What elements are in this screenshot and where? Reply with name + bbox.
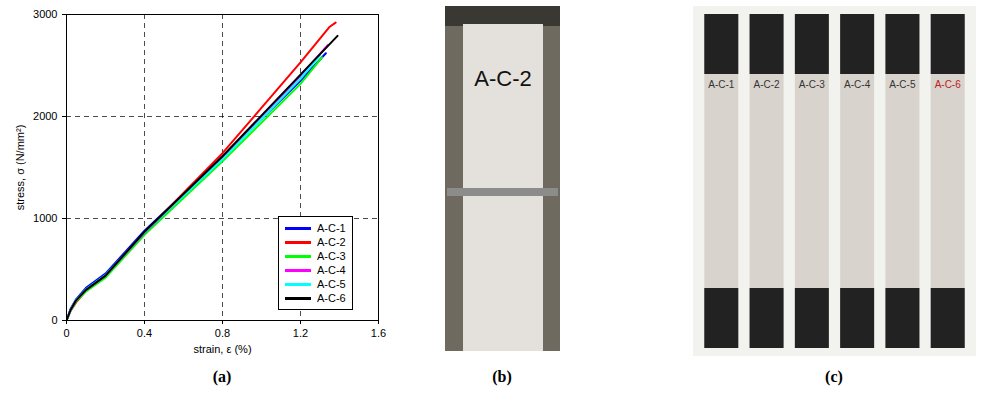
html-text:(c): (c) bbox=[825, 368, 843, 385]
svg-text:0.8: 0.8 bbox=[215, 327, 230, 339]
svg-text:0: 0 bbox=[51, 314, 57, 326]
svg-text:0.4: 0.4 bbox=[137, 327, 152, 339]
svg-text:A-C-2: A-C-2 bbox=[474, 66, 531, 91]
svg-text:A-C-5: A-C-5 bbox=[889, 79, 916, 90]
html-text:(a): (a) bbox=[212, 368, 232, 385]
html-text:A-C-5: A-C-5 bbox=[317, 278, 346, 290]
svg-text:0: 0 bbox=[63, 327, 69, 339]
html-text:A-C-2: A-C-2 bbox=[317, 236, 346, 248]
svg-text:1000: 1000 bbox=[33, 212, 57, 224]
svg-text:1.6: 1.6 bbox=[371, 327, 386, 339]
html-text:A-C-1: A-C-1 bbox=[317, 222, 346, 234]
html-text:A-C-3: A-C-3 bbox=[317, 250, 346, 262]
svg-text:2000: 2000 bbox=[33, 110, 57, 122]
svg-text:A-C-3: A-C-3 bbox=[799, 79, 826, 90]
svg-text:A-C-4: A-C-4 bbox=[844, 79, 871, 90]
svg-text:stress, σ (N/mm²): stress, σ (N/mm²) bbox=[14, 125, 26, 211]
svg-text:1.2: 1.2 bbox=[293, 327, 308, 339]
svg-text:A-C-6: A-C-6 bbox=[935, 79, 962, 90]
svg-text:A-C-2: A-C-2 bbox=[754, 79, 781, 90]
html-text:(b): (b) bbox=[492, 368, 512, 385]
svg-text:strain, ε (%): strain, ε (%) bbox=[193, 343, 251, 355]
svg-text:A-C-1: A-C-1 bbox=[708, 79, 735, 90]
svg-text:3000: 3000 bbox=[33, 8, 57, 20]
html-text:A-C-4: A-C-4 bbox=[317, 264, 346, 276]
html-text:A-C-6: A-C-6 bbox=[317, 292, 346, 304]
